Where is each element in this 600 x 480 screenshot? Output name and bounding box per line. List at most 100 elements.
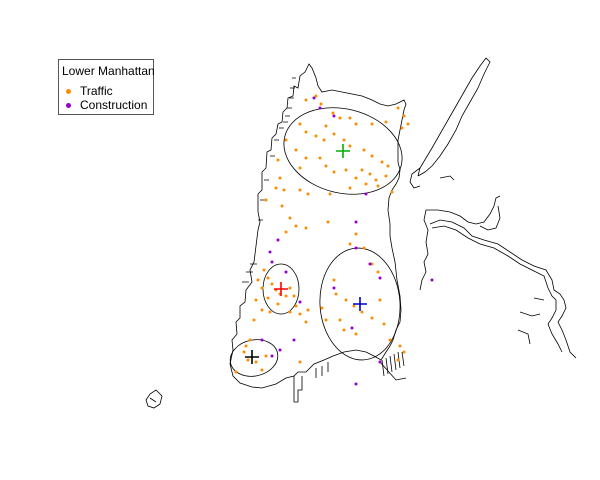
- cluster-ellipses: [229, 107, 403, 377]
- traffic-point: [354, 122, 358, 126]
- construction-point: [354, 246, 358, 250]
- traffic-point: [334, 292, 338, 296]
- island-fragment: [145, 389, 163, 409]
- legend-item-construction: Construction: [66, 98, 147, 112]
- traffic-point: [338, 318, 342, 322]
- construction-point: [368, 262, 372, 266]
- construction-point: [332, 114, 336, 118]
- traffic-point: [260, 368, 264, 372]
- construction-point: [270, 354, 274, 358]
- traffic-point: [364, 182, 368, 186]
- legend-label-traffic: Traffic: [80, 84, 113, 98]
- traffic-point: [266, 296, 270, 300]
- construction-point: [278, 348, 282, 352]
- traffic-point: [262, 268, 266, 272]
- east-fragment: [517, 297, 545, 345]
- traffic-point: [402, 114, 406, 118]
- traffic-point: [294, 224, 298, 228]
- cluster-centers: [245, 144, 367, 364]
- traffic-point: [338, 116, 342, 120]
- traffic-point: [304, 226, 308, 230]
- traffic-point: [304, 98, 308, 102]
- traffic-point: [298, 312, 302, 316]
- traffic-point: [318, 156, 322, 160]
- traffic-point: [390, 190, 394, 194]
- traffic-point: [306, 308, 310, 312]
- traffic-dot-icon: [66, 88, 71, 94]
- traffic-point: [354, 332, 358, 336]
- traffic-point: [260, 308, 264, 312]
- traffic-point: [294, 148, 298, 152]
- construction-point: [270, 260, 274, 264]
- traffic-point: [332, 170, 336, 174]
- traffic-point: [360, 310, 364, 314]
- traffic-point: [376, 184, 380, 188]
- construction-point: [350, 326, 354, 330]
- traffic-point: [348, 116, 352, 120]
- traffic-point: [282, 188, 286, 192]
- traffic-point: [352, 304, 356, 308]
- traffic-point: [234, 370, 238, 374]
- traffic-point: [319, 102, 323, 106]
- traffic-point: [298, 166, 302, 170]
- traffic-point: [324, 124, 328, 128]
- traffic-point: [276, 302, 280, 306]
- traffic-point: [288, 286, 292, 290]
- traffic-point: [406, 122, 410, 126]
- traffic-point: [242, 350, 246, 354]
- construction-point: [284, 270, 288, 274]
- cluster-west-center-marker: [274, 282, 288, 296]
- construction-point: [268, 250, 272, 254]
- traffic-point: [244, 344, 248, 348]
- traffic-point: [260, 286, 264, 290]
- traffic-point: [298, 188, 302, 192]
- traffic-point: [370, 154, 374, 158]
- traffic-point: [264, 354, 268, 358]
- construction-point: [332, 286, 336, 290]
- traffic-point: [400, 126, 404, 130]
- traffic-point: [380, 160, 384, 164]
- traffic-point: [348, 186, 352, 190]
- traffic-point: [320, 306, 324, 310]
- traffic-point: [368, 172, 372, 176]
- legend-label-construction: Construction: [80, 98, 148, 112]
- traffic-point: [354, 232, 358, 236]
- traffic-point: [284, 230, 288, 234]
- traffic-point: [280, 204, 284, 208]
- traffic-point: [304, 130, 308, 134]
- traffic-point: [332, 132, 336, 136]
- traffic-point: [396, 106, 400, 110]
- traffic-point: [324, 164, 328, 168]
- traffic-point: [324, 318, 328, 322]
- west-piers: [242, 77, 296, 283]
- traffic-point: [354, 176, 358, 180]
- traffic-point: [276, 158, 280, 162]
- traffic-point: [370, 122, 374, 126]
- traffic-point: [268, 310, 272, 314]
- traffic-point: [386, 164, 390, 168]
- traffic-point: [306, 192, 310, 196]
- manhattan-coastline: [229, 63, 407, 389]
- traffic-point: [326, 220, 330, 224]
- traffic-point: [370, 316, 374, 320]
- traffic-point: [304, 320, 308, 324]
- traffic-point: [252, 318, 256, 322]
- construction-dot-icon: [66, 102, 71, 108]
- traffic-point: [374, 178, 378, 182]
- construction-point: [298, 300, 302, 304]
- traffic-point: [331, 111, 335, 115]
- incident-points: [234, 94, 434, 386]
- legend: Lower Manhattan Traffic Construction: [58, 59, 155, 115]
- construction-point: [276, 238, 280, 242]
- traffic-point: [342, 138, 346, 142]
- cluster-east-center-marker: [353, 297, 367, 311]
- construction-point: [354, 220, 358, 224]
- construction-point: [378, 360, 382, 364]
- traffic-point: [378, 298, 382, 302]
- traffic-point: [298, 122, 302, 126]
- traffic-point: [396, 358, 400, 362]
- traffic-point: [388, 338, 392, 342]
- traffic-point: [328, 192, 332, 196]
- traffic-point: [284, 138, 288, 142]
- cluster-ellipse-south: [229, 339, 279, 377]
